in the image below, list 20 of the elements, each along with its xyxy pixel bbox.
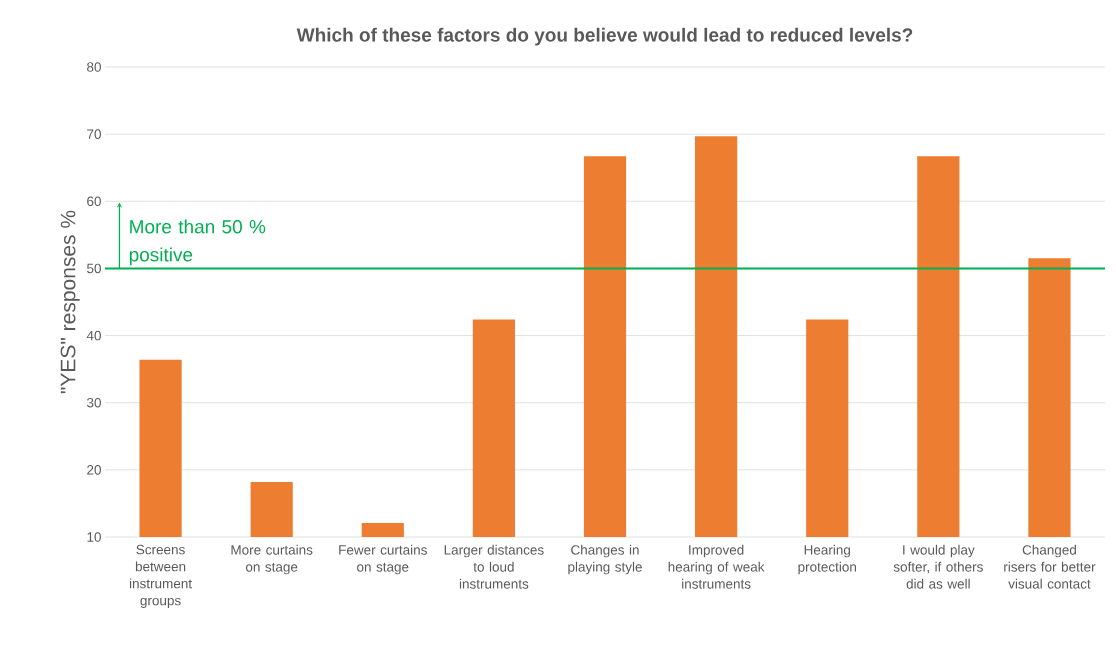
- x-tick-label: Changes in playing style: [568, 544, 642, 575]
- y-axis-title: "YES" responses %: [60, 210, 80, 394]
- y-tick-label: 40: [86, 330, 101, 341]
- x-tick-label: More curtains on stage: [231, 544, 313, 575]
- y-tick-label: 20: [87, 465, 101, 475]
- x-tick-label: Larger distances to loud instruments: [444, 544, 544, 589]
- x-tick-label: Screens between instrument groups: [129, 544, 192, 608]
- y-tick-label: 30: [86, 397, 101, 408]
- x-tick-label: Changed risers for better visual contact: [1004, 544, 1096, 589]
- y-tick-label: 80: [87, 62, 101, 72]
- y-tick-label: 70: [87, 129, 101, 139]
- y-tick-label: 60: [87, 196, 101, 207]
- legend-label: More than 50 % positive: [129, 219, 266, 266]
- x-tick-label: Fewer curtains on stage: [339, 544, 427, 575]
- x-tick-label: Improved hearing of weak instruments: [668, 544, 765, 589]
- x-tick-label: Hearing protection: [798, 544, 856, 575]
- x-tick-label: I would play softer, if others did as well: [893, 544, 983, 589]
- y-tick-label: 10: [87, 532, 101, 542]
- y-tick-label: 50: [87, 263, 101, 274]
- chart-title: Which of these factors do you believe would lead to reduced levels?: [296, 27, 913, 46]
